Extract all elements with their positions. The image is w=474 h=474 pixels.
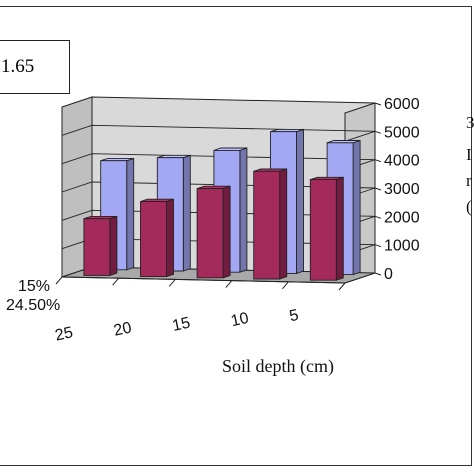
value-box: 1.65 [0, 40, 70, 94]
bar-side [222, 185, 231, 279]
bar [83, 218, 111, 276]
y-tick-label: 3000 [384, 181, 420, 198]
bar [140, 201, 167, 278]
bar-side [296, 128, 304, 275]
x-tick-label: 25 [54, 324, 75, 344]
y-tick-label: 6000 [384, 96, 420, 113]
bar [253, 170, 281, 280]
y-tick-mark [374, 272, 382, 276]
x-tick-mark [112, 277, 119, 286]
y-tick-mark [374, 159, 382, 163]
y-tick-mark [374, 244, 382, 248]
y-tick-mark [374, 215, 382, 219]
y-tick-mark [374, 187, 382, 191]
depth-label-back: 15% [18, 278, 50, 295]
legend-fragment: 3 [466, 113, 474, 132]
bar-side [352, 139, 361, 276]
gridline [61, 124, 376, 142]
y-tick-label: 2000 [384, 209, 420, 226]
x-tick-mark [282, 281, 289, 290]
x-tick-mark [168, 279, 176, 287]
legend-fragment: ( [466, 197, 472, 216]
figure-frame [0, 6, 472, 466]
y-tick-mark [374, 102, 382, 106]
x-tick-mark [225, 280, 233, 288]
bar-side [279, 168, 288, 280]
x-axis-line [61, 276, 346, 284]
bar-side [239, 147, 248, 273]
x-tick-label: 15 [171, 315, 192, 335]
bar-side [126, 157, 135, 271]
bar-side [166, 198, 174, 278]
legend-fragment: r [466, 171, 472, 190]
depth-label-front: 24.50% [6, 297, 60, 314]
y-tick-label: 4000 [384, 153, 420, 170]
y-tick-mark [374, 130, 382, 134]
x-tick-label: 5 [288, 307, 300, 325]
legend-fragment: I [466, 145, 472, 164]
bar-side [335, 176, 344, 281]
bar [309, 179, 337, 281]
y-tick-label: 0 [384, 266, 393, 283]
value-box-text: 1.65 [1, 56, 35, 77]
x-tick-mark [55, 276, 63, 285]
bar-side [109, 215, 118, 277]
y-tick-label: 1000 [384, 238, 420, 255]
x-axis-title: Soil depth (cm) [222, 356, 334, 377]
bar-side [182, 154, 191, 272]
x-tick-label: 10 [229, 310, 250, 330]
bar [196, 188, 224, 279]
x-tick-mark [338, 282, 346, 291]
x-tick-label: 20 [112, 319, 133, 339]
y-tick-label: 5000 [384, 124, 420, 141]
